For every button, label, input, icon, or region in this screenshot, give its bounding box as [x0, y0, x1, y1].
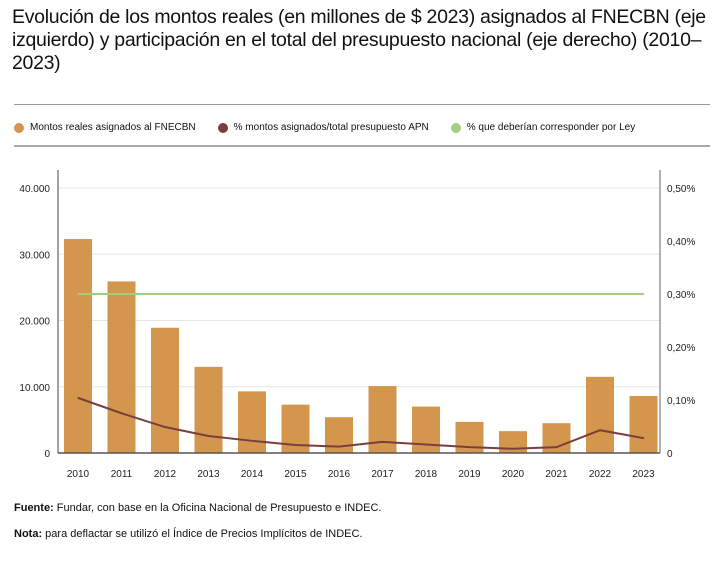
legend: Montos reales asignados al FNECBN % mont… [14, 122, 635, 133]
share-line [77, 396, 644, 450]
share-point-2023 [642, 437, 645, 439]
share-point-2015 [294, 444, 297, 446]
share-point-2022 [599, 429, 601, 432]
y-left-tick-label: 20.000 [19, 317, 50, 328]
legend-item-share: % montos asignados/total presupuesto APN [217, 122, 429, 133]
law-point-2012 [164, 293, 166, 295]
x-tick-label: 2013 [197, 469, 220, 480]
share-point-2013 [207, 435, 210, 437]
legend-label: % montos asignados/total presupuesto APN [233, 122, 429, 133]
law-point-2018 [425, 293, 427, 295]
legend-swatch [450, 122, 461, 133]
x-tick-label: 2020 [502, 469, 525, 480]
law-point-2017 [381, 293, 384, 295]
x-tick-label: 2023 [632, 469, 655, 480]
x-tick-label: 2022 [589, 469, 612, 480]
law-point-2016 [338, 293, 340, 295]
x-tick-label: 2018 [415, 469, 438, 480]
share-point-2018 [425, 443, 427, 446]
bar-2012 [151, 327, 179, 453]
y-right-tick-label: 0,20% [667, 343, 695, 354]
bar-2013 [194, 366, 223, 453]
law-point-2020 [512, 293, 514, 295]
legend-label: Montos reales asignados al FNECBN [30, 122, 196, 133]
source-note: Fuente: Fundar, con base en la Oficina N… [14, 502, 381, 514]
x-tick-label: 2021 [545, 469, 568, 480]
share-point-2020 [512, 447, 514, 450]
bar-2010 [64, 239, 92, 453]
y-right-tick-label: 0,50% [667, 184, 695, 195]
share-point-2021 [555, 446, 558, 448]
law-point-2015 [294, 293, 297, 295]
x-tick-label: 2016 [328, 469, 351, 480]
y-right-tick-label: 0 [667, 449, 673, 460]
legend-top-divider [14, 104, 710, 105]
law-point-2019 [468, 293, 471, 295]
legend-label: % que deberían corresponder por Ley [466, 122, 636, 133]
y-left-tick-label: 10.000 [19, 383, 50, 394]
note-text: para deflactar se utilizó el Índice de P… [42, 528, 363, 540]
bar-2011 [107, 281, 136, 453]
share-point-2016 [338, 445, 340, 448]
bar-2023 [629, 396, 658, 453]
note-label: Nota: [14, 528, 43, 540]
law-point-2023 [642, 293, 645, 295]
y-left-tick-label: 30.000 [19, 250, 50, 261]
law-point-2022 [599, 293, 601, 295]
x-tick-label: 2012 [154, 469, 177, 480]
share-point-2011 [120, 412, 123, 415]
law-point-2014 [251, 293, 253, 295]
legend-swatch [217, 122, 228, 133]
share-point-2010 [77, 397, 79, 399]
legend-item-bars: Montos reales asignados al FNECBN [14, 122, 196, 133]
legend-item-law: % que deberían corresponder por Ley [450, 122, 636, 133]
source-text: Fundar, con base en la Oficina Nacional … [53, 502, 382, 514]
x-tick-label: 2014 [241, 469, 264, 480]
method-note: Nota: para deflactar se utilizó el Índic… [14, 528, 362, 540]
y-right-tick-label: 0,10% [667, 396, 695, 407]
law-point-2013 [207, 293, 210, 295]
law-point-2011 [120, 293, 123, 295]
y-left-tick-label: 40.000 [19, 184, 50, 195]
legend-swatch [14, 122, 24, 133]
bar-2022 [586, 376, 614, 453]
legend-bottom-divider [14, 145, 710, 147]
x-tick-label: 2010 [67, 469, 90, 480]
share-point-2017 [381, 441, 384, 443]
law-point-2021 [555, 293, 558, 295]
law-point-2010 [77, 293, 79, 295]
share-point-2019 [468, 446, 471, 448]
source-label: Fuente: [14, 502, 54, 514]
x-tick-label: 2011 [111, 469, 133, 480]
share-point-2014 [251, 440, 253, 442]
x-tick-label: 2017 [371, 469, 394, 480]
x-tick-label: 2019 [458, 469, 481, 480]
chart-title: Evolución de los montos reales (en millo… [12, 6, 706, 74]
bar-2014 [238, 391, 266, 453]
y-left-tick-label: 0 [44, 449, 50, 460]
x-tick-label: 2015 [284, 469, 307, 480]
y-right-tick-label: 0,30% [667, 290, 695, 301]
share-point-2012 [164, 426, 166, 428]
y-right-tick-label: 0,40% [667, 237, 695, 248]
